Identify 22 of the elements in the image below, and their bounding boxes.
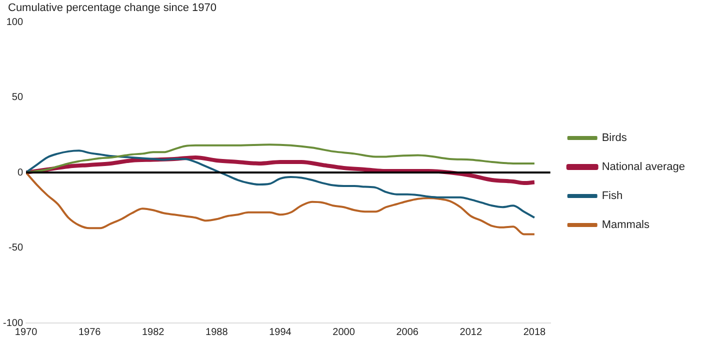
line-series bbox=[26, 144, 536, 174]
x-tick-label: 1970 bbox=[14, 326, 38, 338]
line-series bbox=[26, 172, 536, 236]
x-tick-label: 1988 bbox=[206, 326, 228, 338]
legend-label: National average bbox=[602, 161, 686, 174]
line-series bbox=[26, 150, 536, 219]
x-tick-label: 1994 bbox=[269, 326, 292, 338]
x-tick-label: 2018 bbox=[523, 326, 546, 338]
y-tick-label: 0 bbox=[17, 167, 24, 178]
x-tick-label: 1982 bbox=[142, 326, 165, 338]
y-tick-label: 50 bbox=[12, 92, 24, 103]
x-tick-label: 2006 bbox=[396, 326, 419, 338]
y-tick-label: -50 bbox=[8, 242, 24, 254]
x-tick-label: 2012 bbox=[460, 326, 482, 338]
x-tick-label: 1976 bbox=[78, 326, 102, 338]
legend-label: Fish bbox=[602, 190, 623, 202]
x-tick-label: 2000 bbox=[332, 326, 356, 338]
legend-label: Mammals bbox=[602, 219, 650, 232]
y-axis-title: Cumulative percentage change since 1970 bbox=[8, 2, 217, 14]
y-tick-label: 100 bbox=[6, 16, 24, 28]
y-tick-label: -100 bbox=[3, 318, 24, 329]
legend-label: Birds bbox=[602, 132, 628, 144]
